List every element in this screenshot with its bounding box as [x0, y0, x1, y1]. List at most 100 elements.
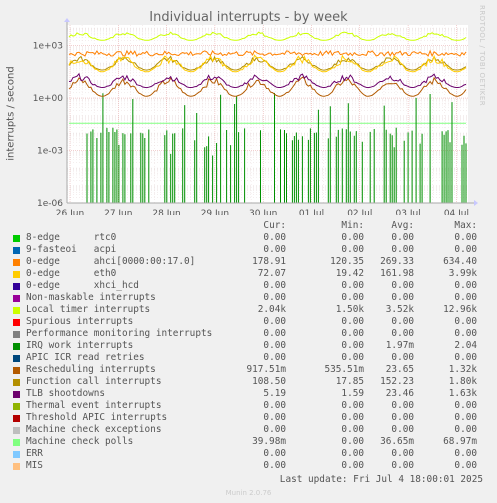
legend-swatch: [13, 463, 20, 470]
legend-min-value: 17.85: [335, 376, 364, 387]
legend-avg-value: 0.00: [391, 316, 414, 327]
legend-avg-value: 152.23: [380, 376, 414, 387]
legend-cur-value: 917.51m: [246, 364, 286, 375]
legend-row: APIC ICR read retries 0.00 0.00 0.00 0.00: [0, 352, 497, 364]
legend-swatch: [13, 355, 20, 362]
legend-swatch: [13, 283, 20, 290]
legend-swatch: [13, 259, 20, 266]
legend-avg-value: 23.65: [385, 364, 414, 375]
legend-cur-value: 0.00: [263, 352, 286, 363]
y-tick-label: 1e-06: [37, 199, 63, 209]
legend-avg-value: 0.00: [391, 460, 414, 471]
legend-row: IRQ work interrupts 0.00 0.00 1.97m 2.04: [0, 340, 497, 352]
legend-series-name: Thermal event interrupts: [26, 400, 162, 411]
legend-cur-value: 0.00: [263, 280, 286, 291]
legend-series-name: Rescheduling interrupts: [26, 364, 156, 375]
legend-cur-value: 0.00: [263, 424, 286, 435]
legend-max-value: 1.63k: [448, 388, 477, 399]
legend-avg-value: 0.00: [391, 400, 414, 411]
legend-max-value: 0.00: [454, 280, 477, 291]
legend-cur-value: 0.00: [263, 328, 286, 339]
legend-min-value: 0.00: [341, 448, 364, 459]
x-tick-label: 26 Jun: [56, 209, 84, 215]
legend-swatch: [13, 391, 20, 398]
legend-swatch: [13, 403, 20, 410]
series-lines: [68, 31, 467, 203]
legend-max-value: 0.00: [454, 352, 477, 363]
legend-avg-value: 161.98: [380, 268, 414, 279]
legend-swatch: [13, 379, 20, 386]
x-tick-label: 01 Jul: [299, 209, 324, 215]
series-line-rescheduling: [68, 76, 467, 97]
legend-cur-value: 0.00: [263, 460, 286, 471]
legend-row: Machine check exceptions 0.00 0.00 0.00 0.00: [0, 424, 497, 436]
legend-min-value: 0.00: [341, 352, 364, 363]
legend-row: 0-edge ahci[0000:00:17.0] 178.91 120.35 269…: [0, 256, 497, 268]
legend-min-value: 19.42: [335, 268, 364, 279]
x-tick-label: 27 Jun: [104, 209, 132, 215]
legend-max-value: 0.00: [454, 412, 477, 423]
legend-series-name: Spurious interrupts: [26, 316, 134, 327]
legend-min-value: 0.00: [341, 232, 364, 243]
legend-series-name: ERR: [26, 448, 43, 459]
legend-header-cur: Cur:: [263, 220, 286, 231]
x-axis-arrow: [474, 200, 478, 206]
legend-swatch: [13, 343, 20, 350]
legend-series-name: APIC ICR read retries: [26, 352, 145, 363]
legend-row: 0-edge xhci_hcd 0.00 0.00 0.00 0.00: [0, 280, 497, 292]
legend-min-value: 0.00: [341, 436, 364, 447]
legend-avg-value: 0.00: [391, 328, 414, 339]
legend-swatch: [13, 319, 20, 326]
legend-swatch: [13, 247, 20, 254]
legend-cur-value: 0.00: [263, 340, 286, 351]
legend-cur-value: 5.19: [263, 388, 286, 399]
legend-min-value: 0.00: [341, 292, 364, 303]
legend-avg-value: 0.00: [391, 232, 414, 243]
y-tick-label: 1e+00: [33, 94, 64, 104]
y-tick-label: 1e-03: [37, 147, 63, 157]
legend-avg-value: 36.65m: [380, 436, 414, 447]
legend-series-name: Local timer interrupts: [26, 304, 151, 315]
legend-row: 9-fasteoi acpi 0.00 0.00 0.00 0.00: [0, 244, 497, 256]
legend-cur-value: 108.50: [252, 376, 286, 387]
legend-max-value: 0.00: [454, 244, 477, 255]
series-line-tlb: [68, 72, 467, 89]
legend-avg-value: 0.00: [391, 352, 414, 363]
legend-swatch: [13, 415, 20, 422]
legend-header-avg: Avg:: [391, 220, 414, 231]
legend-cur-value: 0.00: [263, 292, 286, 303]
legend-min-value: 0.00: [341, 328, 364, 339]
x-tick-label: 30 Jun: [249, 209, 277, 215]
x-tick-label: 29 Jun: [201, 209, 229, 215]
legend-row: Threshold APIC interrupts 0.00 0.00 0.00 0.0…: [0, 412, 497, 424]
legend-max-value: 0.00: [454, 448, 477, 459]
legend-cur-value: 39.98m: [252, 436, 286, 447]
legend-avg-value: 0.00: [391, 244, 414, 255]
legend-series-name: MIS: [26, 460, 43, 471]
x-tick-label: 03 Jul: [396, 209, 421, 215]
legend-max-value: 0.00: [454, 424, 477, 435]
legend-max-value: 0.00: [454, 232, 477, 243]
legend-row: MIS 0.00 0.00 0.00 0.00: [0, 460, 497, 472]
legend-row: Spurious interrupts 0.00 0.00 0.00 0.00: [0, 316, 497, 328]
legend-cur-value: 0.00: [263, 232, 286, 243]
legend-cur-value: 72.07: [257, 268, 286, 279]
munin-version: Munin 2.0.76: [225, 489, 272, 497]
legend-series-name: 8-edge rtc0: [26, 232, 117, 243]
legend-avg-value: 23.46: [385, 388, 414, 399]
legend-row: TLB shootdowns 5.19 1.59 23.46 1.63k: [0, 388, 497, 400]
legend-series-name: 9-fasteoi acpi: [26, 244, 117, 255]
legend-max-value: 3.99k: [448, 268, 477, 279]
legend-row: Non-maskable interrupts 0.00 0.00 0.00 0.00: [0, 292, 497, 304]
legend-swatch: [13, 367, 20, 374]
rrdtool-watermark: RRDTOOL / TOBI OETIKER: [478, 5, 486, 107]
legend-max-value: 2.04: [454, 340, 477, 351]
legend-series-name: 0-edge ahci[0000:00:17.0]: [26, 256, 196, 267]
legend-min-value: 120.35: [330, 256, 364, 267]
legend-avg-value: 0.00: [391, 412, 414, 423]
legend-series-name: Function call interrupts: [26, 376, 162, 387]
legend-avg-value: 0.00: [391, 292, 414, 303]
legend-series-name: 0-edge xhci_hcd: [26, 280, 139, 291]
axes: [64, 18, 478, 206]
legend-row: ERR 0.00 0.00 0.00 0.00: [0, 448, 497, 460]
